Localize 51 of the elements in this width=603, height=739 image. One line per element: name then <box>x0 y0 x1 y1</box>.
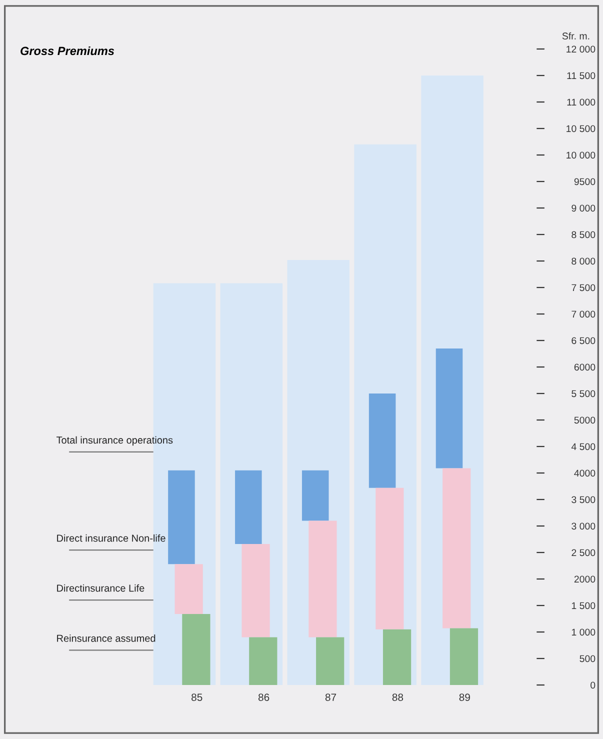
y-tick-label: 6 500 <box>572 337 596 344</box>
y-tick-label: 4000 <box>574 470 596 477</box>
y-tick-label: 11 000 <box>567 98 596 106</box>
bar <box>376 488 404 630</box>
bar <box>368 394 396 488</box>
y-tick-label: 1 500 <box>572 602 596 610</box>
series-label: Direct insurance Non-life <box>57 534 166 542</box>
y-tick-label: 500 <box>580 655 596 662</box>
bar <box>249 637 278 685</box>
bar <box>302 470 329 521</box>
bar <box>235 470 262 544</box>
bar <box>450 628 478 685</box>
bar <box>316 637 344 685</box>
x-tick-label: 89 <box>459 694 470 701</box>
bar <box>182 614 210 685</box>
bar <box>308 520 337 638</box>
text: Gross Premiums <box>20 46 114 56</box>
y-tick-label: 0 <box>590 682 596 689</box>
y-tick-label: 6000 <box>574 364 596 371</box>
y-tick-label: 12 000 <box>566 46 596 53</box>
bar <box>168 470 195 564</box>
y-tick-label: 11 500 <box>567 72 596 80</box>
y-axis-title: Sfr. m. <box>562 32 590 40</box>
y-tick-label: 1 000 <box>572 628 596 636</box>
bar <box>442 468 471 628</box>
y-tick-label: 10 000 <box>566 152 596 159</box>
y-tick-label: 7 500 <box>572 284 596 292</box>
bar <box>436 348 463 468</box>
x-tick-label: 87 <box>325 694 336 701</box>
y-tick-label: 9500 <box>574 178 596 186</box>
y-tick-label: 10 500 <box>566 125 596 132</box>
y-tick-label: 8 500 <box>572 231 596 238</box>
bar <box>382 629 412 685</box>
bar <box>242 544 270 638</box>
series-label: Total insurance operations <box>56 436 173 446</box>
text: Directinsurance Life <box>57 584 144 592</box>
y-tick-label: 2000 <box>574 576 596 583</box>
y-tick-label: 9 000 <box>572 204 596 212</box>
y-tick-label: 2 500 <box>572 549 596 556</box>
y-tick-label: 3 000 <box>572 522 596 530</box>
y-tick-label: 4 500 <box>571 443 596 450</box>
text: Reinsurance assumed <box>57 634 156 642</box>
y-tick-label: 3 500 <box>572 496 596 504</box>
x-tick-label: 88 <box>392 694 404 701</box>
y-tick-label: 5000 <box>574 416 596 424</box>
y-tick-label: 5 500 <box>572 390 596 398</box>
y-tick-label: 7 000 <box>572 310 596 318</box>
y-tick-label: 8 000 <box>572 258 596 265</box>
bar <box>174 564 203 614</box>
x-tick-label: 86 <box>258 694 270 701</box>
x-tick-label: 85 <box>192 694 202 701</box>
